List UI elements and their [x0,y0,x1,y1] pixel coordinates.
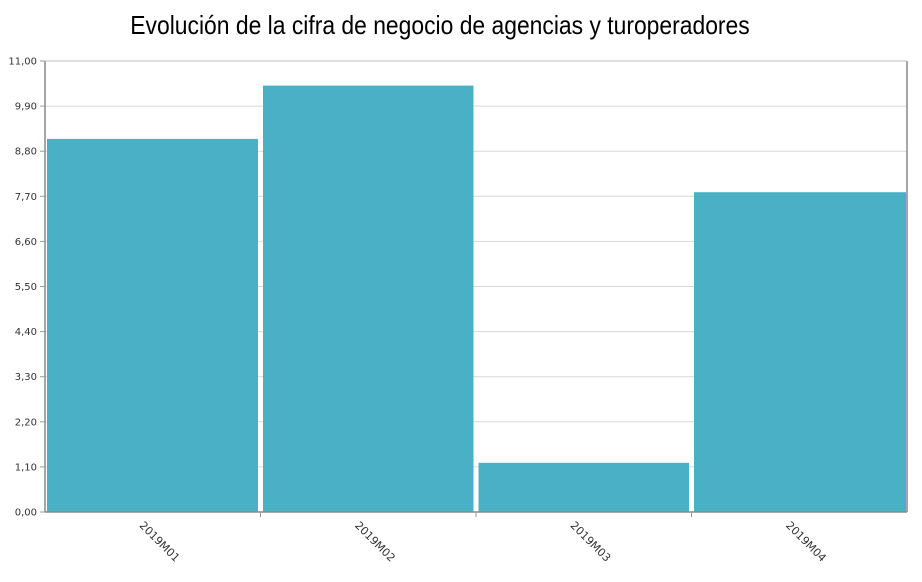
bar[interactable] [478,462,690,512]
y-tick-label: 11,00 [8,57,37,68]
bar[interactable] [694,192,906,512]
bar[interactable] [263,85,474,512]
y-tick-label: 5,50 [15,282,37,293]
x-axis-ticks: 2019M01 2019M02 2019M03 2019M04 [137,512,829,565]
bar[interactable] [47,138,258,512]
y-tick-label: 3,30 [15,372,37,383]
y-tick-label: 7,70 [15,192,37,203]
x-tick-label: 2019M03 [568,519,614,565]
bars [47,85,906,512]
y-axis-ticks: 0,00 1,10 2,20 3,30 4,40 5,50 6,60 7,70 8,80 9,90… [8,57,45,519]
x-tick-label: 2019M01 [137,519,183,565]
y-tick-label: 8,80 [15,147,37,158]
y-tick-label: 0,00 [15,508,37,519]
chart-title: Evolución de la cifra de negocio de agen… [130,10,750,40]
x-tick-label: 2019M04 [783,519,829,565]
y-tick-label: 2,20 [15,417,37,428]
x-tick-label: 2019M02 [352,519,398,565]
y-tick-label: 4,40 [15,327,37,338]
y-tick-label: 9,90 [15,102,37,113]
y-tick-label: 6,60 [15,237,37,248]
y-tick-label: 1,10 [15,462,37,473]
